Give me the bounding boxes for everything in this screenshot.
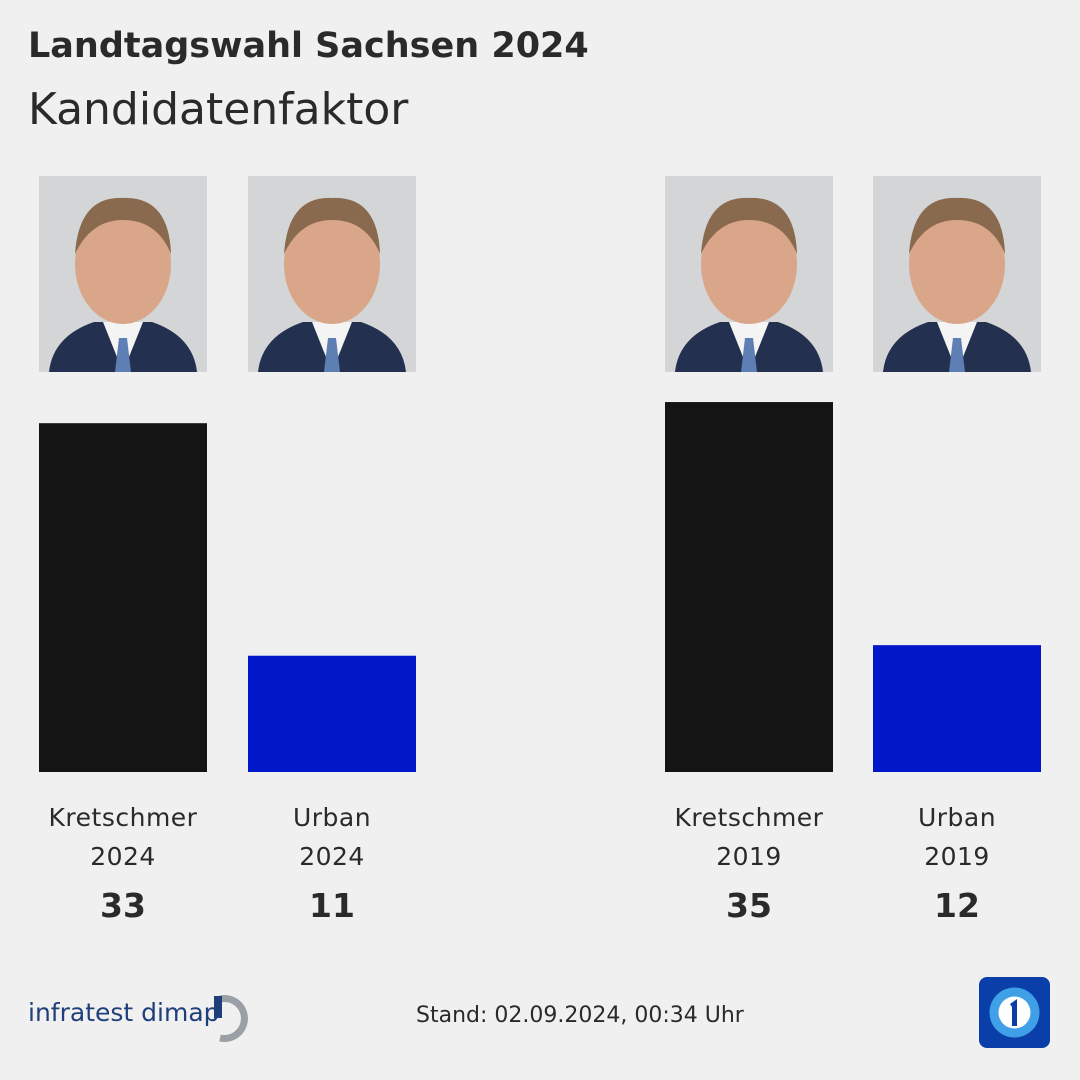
category-label: Kretschmer 2024 <box>48 803 198 871</box>
bar <box>39 423 207 772</box>
bar <box>248 655 416 772</box>
value-label: 35 <box>726 886 772 925</box>
chart-title: Landtagswahl Sachsen 2024 <box>28 26 589 66</box>
candidate-photo <box>39 176 207 372</box>
candidate-photo <box>248 176 416 372</box>
candidate-photo <box>873 176 1041 372</box>
infratest-logo <box>214 995 248 1042</box>
ard-logo <box>979 977 1050 1048</box>
bar <box>665 402 833 772</box>
value-label: 12 <box>934 886 980 925</box>
bar <box>873 645 1041 772</box>
chart-subtitle: Kandidatenfaktor <box>28 84 409 135</box>
value-label: 11 <box>309 886 355 925</box>
source: infratest dimap <box>28 998 220 1027</box>
category-label: Urban 2024 <box>292 803 372 871</box>
candidate-photo <box>665 176 833 372</box>
value-label: 33 <box>100 886 146 925</box>
category-label: Kretschmer 2019 <box>674 803 824 871</box>
timestamp: Stand: 02.09.2024, 00:34 Uhr <box>416 1003 744 1028</box>
category-label: Urban 2019 <box>917 803 997 871</box>
